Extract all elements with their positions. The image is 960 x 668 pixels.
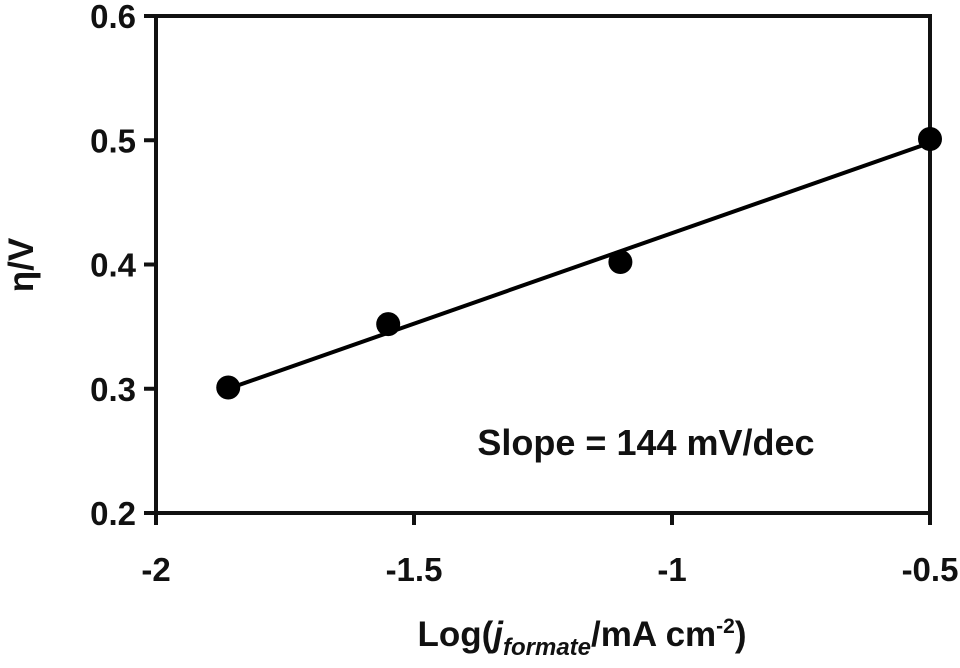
- y-tick-label: 0.2: [90, 495, 136, 532]
- x-axis-title-middle: /mA cm: [591, 615, 716, 654]
- data-point: [376, 312, 401, 337]
- data-point: [918, 127, 942, 152]
- x-tick-label: -1.5: [386, 551, 443, 588]
- data-points: [216, 127, 942, 400]
- x-axis-title-superscript: -2: [716, 615, 735, 638]
- y-axis: 0.2 0.3 0.4 0.5 0.6: [90, 0, 156, 532]
- data-point: [608, 250, 633, 275]
- x-tick-label: -0.5: [902, 551, 959, 588]
- x-axis-title: Log(jformate/mA cm-2): [417, 615, 746, 661]
- x-tick-label: -1: [657, 551, 686, 588]
- x-axis: -2 -1.5 -1 -0.5: [141, 513, 958, 588]
- y-tick-label: 0.6: [90, 0, 136, 35]
- y-tick-label: 0.5: [90, 122, 136, 159]
- data-point: [216, 375, 241, 400]
- slope-annotation: Slope = 144 mV/dec: [477, 422, 814, 463]
- fit-line: [227, 140, 931, 391]
- y-tick-label: 0.3: [90, 371, 136, 408]
- x-axis-title-subscript: formate: [503, 634, 591, 661]
- y-tick-label: 0.4: [90, 247, 137, 284]
- x-tick-label: -2: [141, 551, 170, 588]
- fit-line-group: [227, 140, 931, 391]
- x-axis-title-suffix: ): [735, 615, 747, 654]
- y-axis-title: η/V: [2, 237, 41, 292]
- x-axis-title-prefix: Log(: [417, 615, 493, 654]
- x-axis-title-italic: j: [489, 615, 504, 654]
